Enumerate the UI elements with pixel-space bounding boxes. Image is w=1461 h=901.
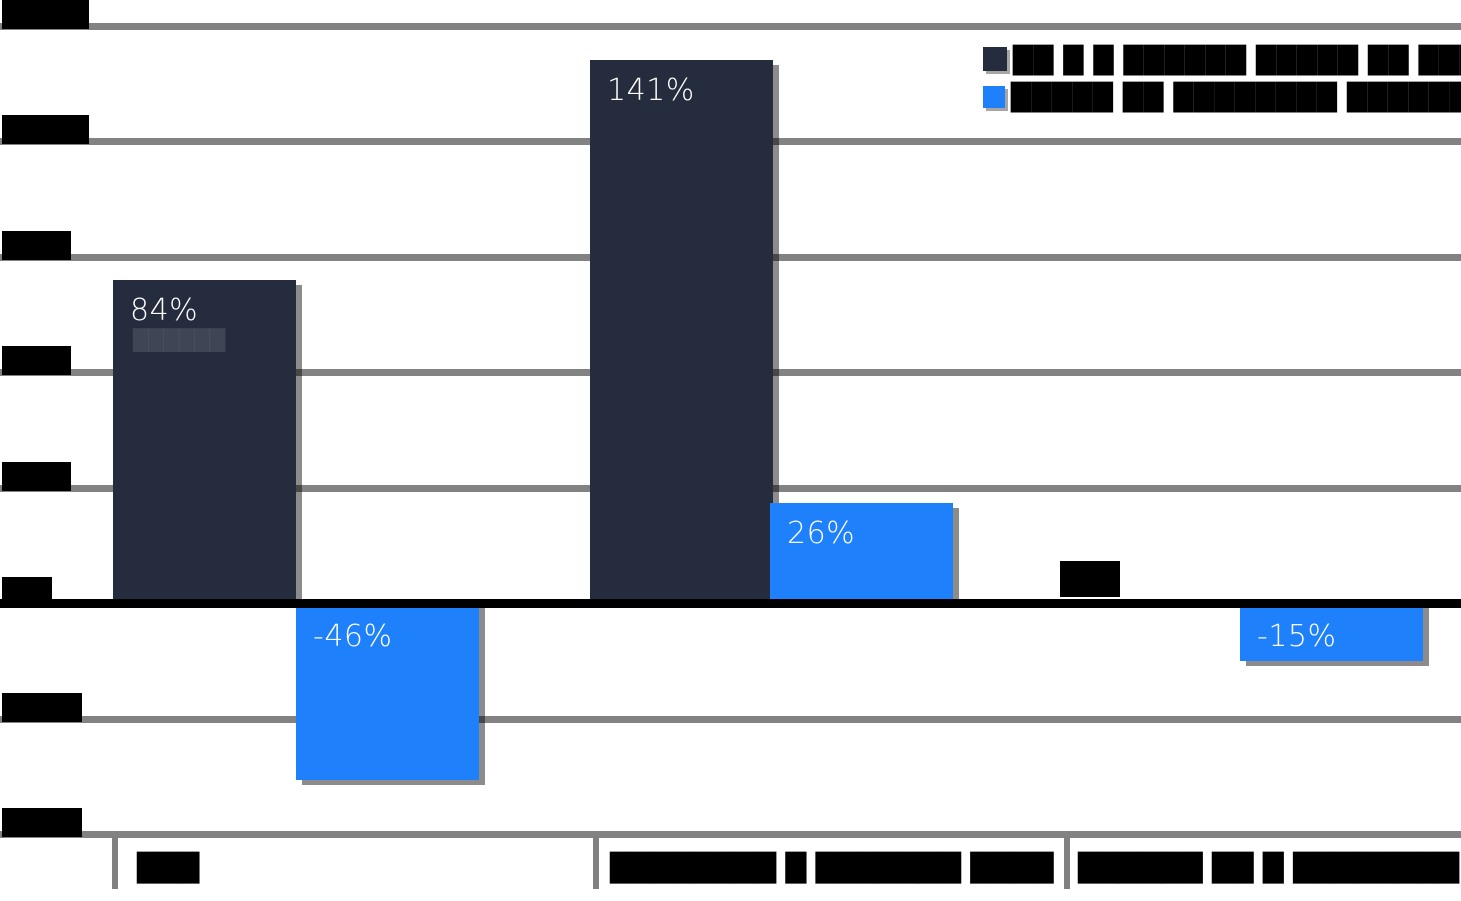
x-axis-zero-line bbox=[0, 599, 1461, 608]
blue-bar bbox=[1240, 603, 1423, 661]
legend: ██ █ █ ██████ █████ ██ ██ ███ ██ ██ █ ██ ██… bbox=[983, 47, 1461, 121]
gridline bbox=[0, 22, 1461, 30]
dark-bar bbox=[113, 279, 296, 603]
y-axis-tick-label: 60% bbox=[2, 346, 71, 375]
y-axis-tick-label: -60% bbox=[2, 808, 83, 837]
legend-label-blue-series: █████ ██ ████████ ███████ bbox=[1011, 83, 1461, 113]
y-axis-tick-label: 30% bbox=[2, 461, 71, 491]
y-axis-tick-label: 120% bbox=[2, 115, 90, 144]
legend-item-dark-series: ██ █ █ ██████ █████ ██ █████ bbox=[983, 47, 1461, 75]
blue-bar bbox=[296, 603, 479, 781]
y-axis-tick-label: 90% bbox=[2, 230, 71, 260]
category-divider bbox=[112, 836, 118, 889]
blue-bar bbox=[770, 502, 953, 603]
legend-item-blue-series: █████ ██ ████████ ███████ bbox=[983, 84, 1461, 112]
bar-value-label: 26% bbox=[787, 515, 856, 551]
gridline bbox=[0, 831, 1461, 838]
y-axis-tick-label: -30% bbox=[2, 692, 83, 722]
legend-swatch-blue-icon bbox=[983, 86, 1005, 108]
category-label: ██████ ██ █ ████████ ████ bbox=[1078, 853, 1461, 884]
category-divider bbox=[1064, 836, 1070, 889]
bar-value-label: 141% bbox=[607, 73, 695, 109]
bar-value-label: -46% bbox=[313, 619, 393, 654]
gridline bbox=[0, 715, 1461, 723]
legend-label-dark-series: ██ █ █ ██████ █████ ██ █████ bbox=[1013, 46, 1461, 76]
bar-sub-label-ghost: ██████ bbox=[133, 327, 226, 352]
dark-bar bbox=[590, 60, 773, 603]
bar-value-label: 84% bbox=[130, 292, 199, 328]
y-axis-tick-label: 150% bbox=[2, 0, 90, 29]
bar-value-label: -15% bbox=[1257, 619, 1337, 654]
legend-swatch-dark-icon bbox=[983, 47, 1007, 71]
category-label: ████████ █ ███████ ████ bbox=[610, 853, 1054, 884]
bar-value-label: 1% bbox=[1060, 561, 1120, 598]
category-divider bbox=[593, 836, 599, 889]
category-label: ███ bbox=[137, 853, 200, 884]
y-axis-tick-label: 0% bbox=[2, 577, 53, 606]
